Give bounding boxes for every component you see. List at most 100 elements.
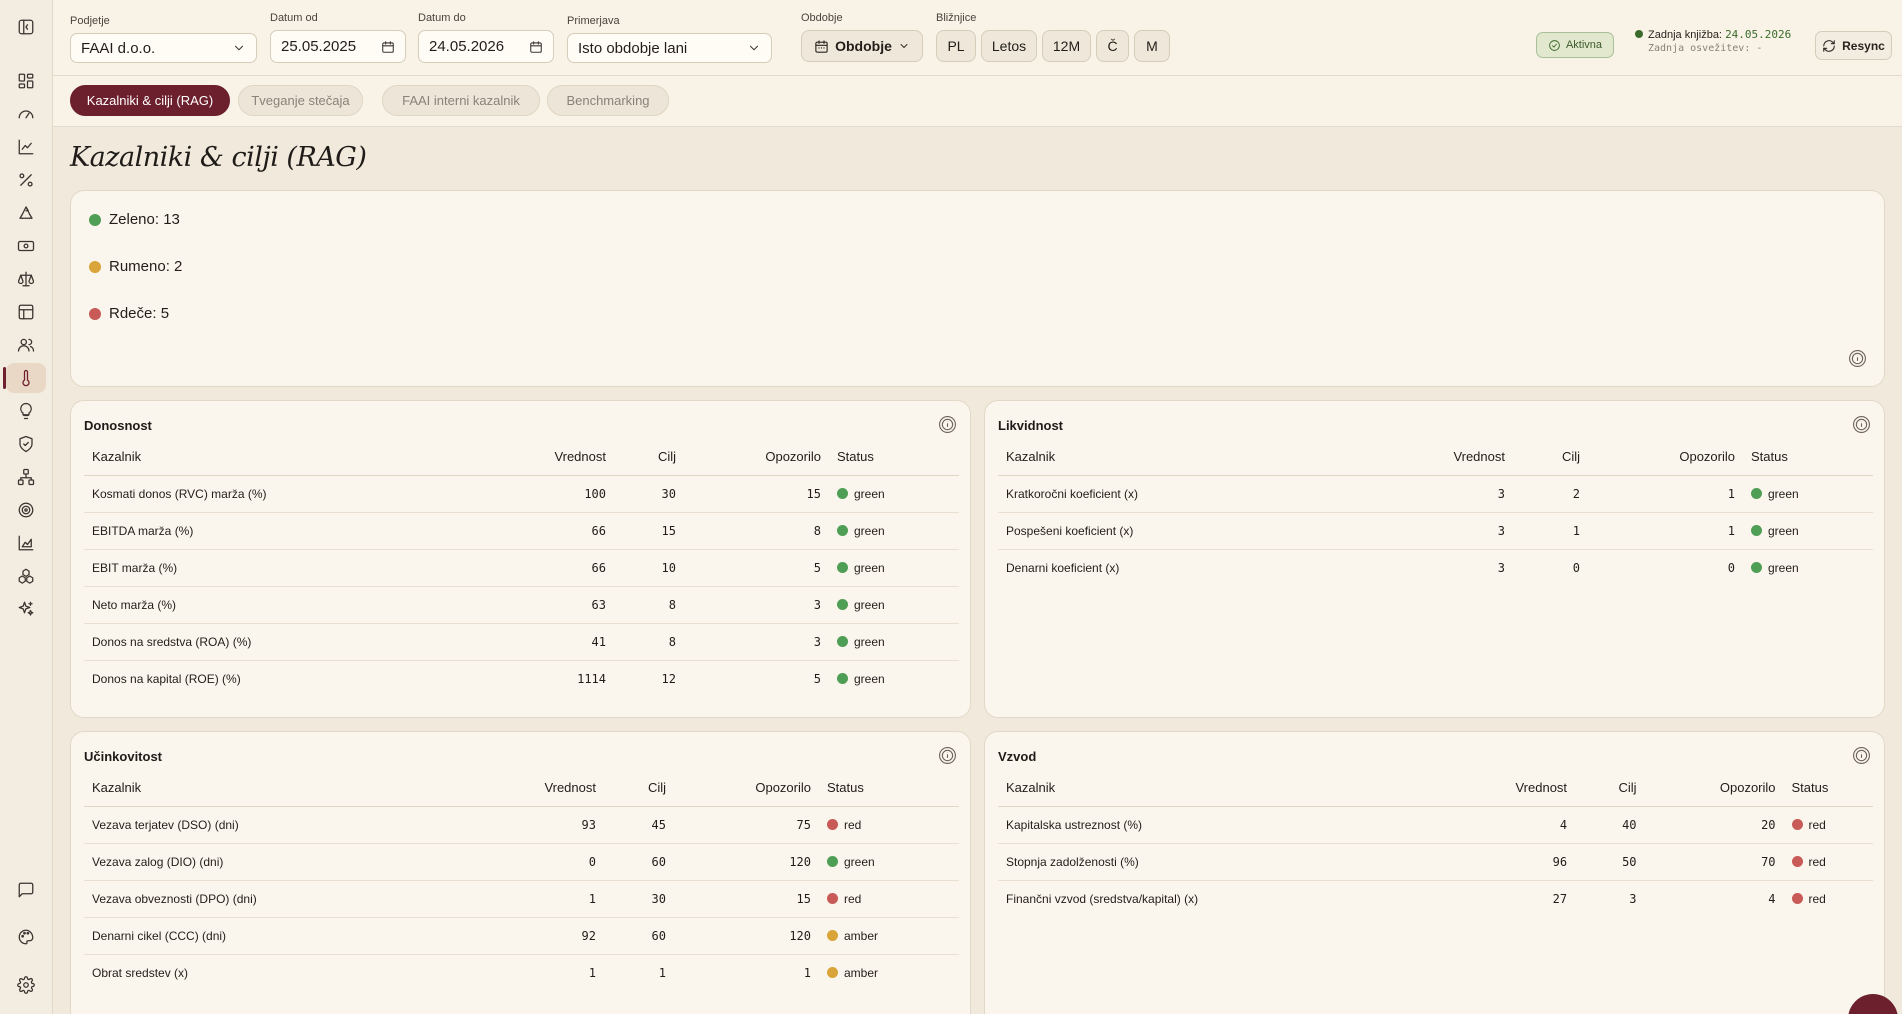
red-dot [89,307,101,320]
red-dot [827,893,838,904]
recycle-icon[interactable] [6,198,46,228]
info-icon[interactable] [1848,349,1867,368]
table-row: Neto marža (%) 63 8 3 green [84,586,959,624]
shortcut-pl-button[interactable]: PL [936,30,976,62]
scale-icon[interactable] [6,264,46,294]
table-icon[interactable] [6,297,46,327]
shortcut-c-button[interactable]: Č [1096,30,1129,62]
column-header-cilj[interactable]: Cilj [614,438,684,476]
banknote-icon[interactable] [6,231,46,261]
column-header-opozorilo[interactable]: Opozorilo [1588,438,1743,476]
column-header-status[interactable]: Status [1743,438,1873,476]
boxes-icon[interactable] [6,561,46,591]
table-header-row: Kazalnik Vrednost Cilj Opozorilo Status [998,769,1873,807]
kpi-value: 100 [539,475,614,513]
tab-benchmarking[interactable]: Benchmarking [547,85,669,116]
resync-label: Resync [1842,38,1885,53]
kpi-value: 96 [1500,843,1576,881]
kpi-table: Kazalnik Vrednost Cilj Opozorilo Status Kapit… [998,769,1873,917]
users-icon[interactable] [6,330,46,360]
column-header-cilj[interactable]: Cilj [1513,438,1588,476]
table-row: Pospešeni koeficient (x) 3 1 1 green [998,512,1873,550]
table-row: Finančni vzvod (sredstva/kapital) (x) 27 3… [998,880,1873,917]
column-header-opozorilo[interactable]: Opozorilo [1644,769,1784,807]
column-header-status[interactable]: Status [819,769,959,807]
column-header-vrednost[interactable]: Vrednost [539,438,614,476]
kpi-status: amber [819,954,959,991]
table-row: Obrat sredstev (x) 1 1 1 amber [84,954,959,991]
percent-icon[interactable] [6,165,46,195]
kpi-card-donosnost: Donosnost Kazalnik Vrednost Cilj Opozorilo S… [70,400,971,718]
kpi-status: red [1783,806,1873,844]
tab-tveganje[interactable]: Tveganje stečaja [238,85,363,116]
amber-dot [89,260,101,273]
date-from-label: Datum od [270,12,318,24]
palette-icon[interactable] [6,922,46,952]
column-header-vrednost[interactable]: Vrednost [1438,438,1513,476]
kpi-value: 92 [529,917,604,955]
kpi-value: 27 [1552,891,1568,906]
kpi-status: red [819,806,959,844]
kpi-status: green [829,660,959,697]
tab-faai-interni[interactable]: FAAI interni kazalnik [382,85,540,116]
target-icon[interactable] [6,495,46,525]
column-header-cilj[interactable]: Cilj [1575,769,1645,807]
sparkles-icon[interactable] [6,594,46,624]
calendar-icon[interactable] [529,40,543,54]
company-select[interactable]: FAAI d.o.o. [70,33,257,63]
panel-toggle-icon[interactable] [6,12,46,42]
summary-green-label: Zeleno: 13 [109,211,180,228]
kpi-warning: 120 [674,917,819,955]
column-header-status[interactable]: Status [829,438,959,476]
column-header-kazalnik[interactable]: Kazalnik [998,438,1438,476]
kpi-target: 3 [1629,891,1637,906]
period-button[interactable]: Obdobje [801,30,923,62]
table-row: Kosmati donos (RVC) marža (%) 100 30 15 gree… [84,475,959,513]
kpi-target: 60 [604,843,674,881]
red-dot [827,819,838,830]
settings-icon[interactable] [6,970,46,1000]
compare-select[interactable]: Isto obdobje lani [567,33,772,63]
date-to-input[interactable]: 24.05.2026 [418,30,554,63]
shortcut-letos-button[interactable]: Letos [981,30,1037,62]
info-icon[interactable] [1852,746,1871,765]
status-label: green [844,854,875,869]
kpi-warning: 1 [1588,512,1743,550]
column-header-kazalnik[interactable]: Kazalnik [84,438,539,476]
column-header-vrednost[interactable]: Vrednost [529,769,604,807]
kpi-warning: 75 [674,806,819,844]
info-icon[interactable] [938,415,957,434]
period-label: Obdobje [801,12,843,24]
tab-kazalniki[interactable]: Kazalniki & cilji (RAG) [70,85,230,116]
message-icon[interactable] [6,875,46,905]
gauge-icon[interactable] [6,99,46,129]
shortcut-12m-button[interactable]: 12M [1042,30,1091,62]
thermometer-icon[interactable] [3,363,46,393]
shortcut-m-button[interactable]: M [1134,30,1170,62]
resync-button[interactable]: Resync [1815,31,1892,60]
column-header-vrednost[interactable]: Vrednost [1500,769,1576,807]
sidebar [0,0,53,1014]
status-label: green [1768,560,1799,575]
area-chart-icon[interactable] [6,528,46,558]
dashboard-icon[interactable] [6,66,46,96]
column-header-opozorilo[interactable]: Opozorilo [684,438,829,476]
help-fab-button[interactable] [1848,994,1898,1014]
column-header-opozorilo[interactable]: Opozorilo [674,769,819,807]
table-row: EBITDA marža (%) 66 15 8 green [84,512,959,550]
kpi-value: 3 [1438,475,1513,513]
lightbulb-icon[interactable] [6,396,46,426]
shield-check-icon[interactable] [6,429,46,459]
info-icon[interactable] [1852,415,1871,434]
date-from-input[interactable]: 25.05.2025 [270,30,406,63]
info-icon[interactable] [938,746,957,765]
calendar-icon[interactable] [381,40,395,54]
period-button-label: Obdobje [835,38,892,54]
column-header-kazalnik[interactable]: Kazalnik [998,769,1501,807]
column-header-cilj[interactable]: Cilj [604,769,674,807]
column-header-status[interactable]: Status [1783,769,1873,807]
line-chart-icon[interactable] [6,132,46,162]
network-icon[interactable] [6,462,46,492]
kpi-status: green [829,623,959,661]
column-header-kazalnik[interactable]: Kazalnik [84,769,529,807]
